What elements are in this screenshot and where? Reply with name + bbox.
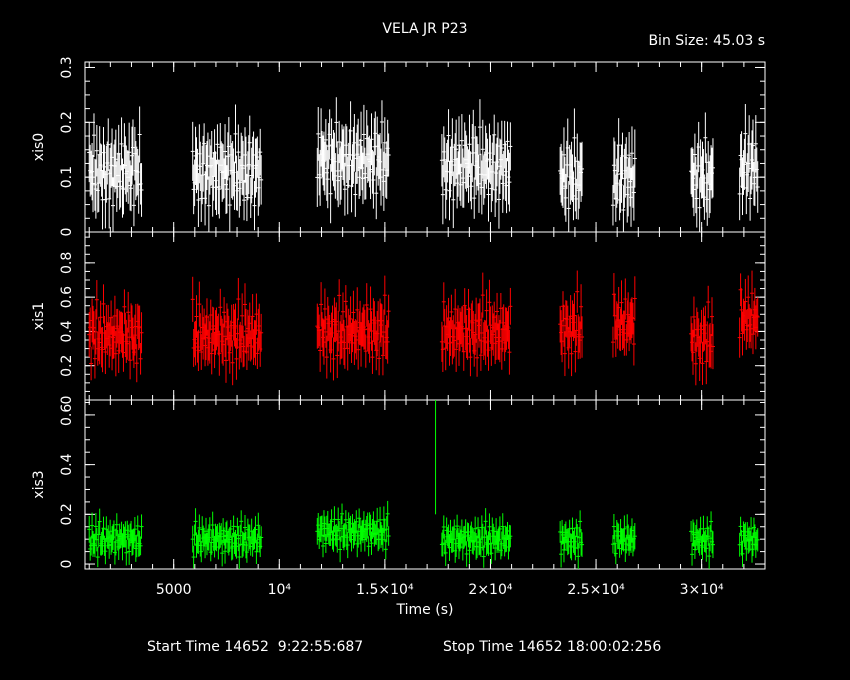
xis3-ytick-label: 0.2 [59, 503, 75, 525]
panels-group: 0 0.1 0.2 0.3 xis0 0 0.2 0.4 0.6 0.8 xis1 0 0.2 0.4 0.… [31, 56, 766, 598]
xis0-ytick-label: 0 [59, 228, 75, 237]
xis1-ytick-label: 0.8 [59, 252, 75, 274]
xis3-ytick-label: 0 [59, 560, 75, 569]
xis1-ylabel: xis1 [31, 302, 47, 330]
bin-size-label: Bin Size: 45.03 s [648, 33, 765, 49]
xis3-ytick-label: 0.4 [59, 453, 75, 475]
x-axis-label: Time (s) [396, 602, 454, 618]
x-tick-label: 10⁴ [268, 582, 292, 598]
x-tick-label: 1.5×10⁴ [356, 582, 414, 598]
stop-time-label: Stop Time 14652 18:00:02:256 [443, 639, 661, 655]
xis0-ytick-label: 0.1 [59, 166, 75, 188]
xis1-frame [84, 231, 766, 401]
x-tick-label: 5000 [156, 582, 192, 598]
chart-title: VELA JR P23 [382, 21, 467, 37]
xis0-ytick-label: 0.3 [59, 56, 75, 78]
x-tick-label: 2×10⁴ [468, 582, 512, 598]
xis3-frame [84, 399, 766, 570]
xis1-ytick-label: 0.4 [59, 320, 75, 342]
start-time-label: Start Time 14652 9:22:55:687 [147, 639, 363, 655]
xis0-frame [84, 61, 766, 233]
xis1-ytick-label: 0 [59, 396, 75, 405]
xis0-ytick-label: 0.2 [59, 111, 75, 133]
xis3-ylabel: xis3 [31, 470, 47, 498]
xis0-ylabel: xis0 [31, 133, 47, 161]
x-tick-label: 3×10⁴ [680, 582, 724, 598]
xis1-ytick-label: 0.2 [59, 355, 75, 377]
xis3-ytick-label: 0.6 [59, 404, 75, 426]
x-tick-label: 2.5×10⁴ [567, 582, 625, 598]
xis1-ytick-label: 0.6 [59, 286, 75, 308]
